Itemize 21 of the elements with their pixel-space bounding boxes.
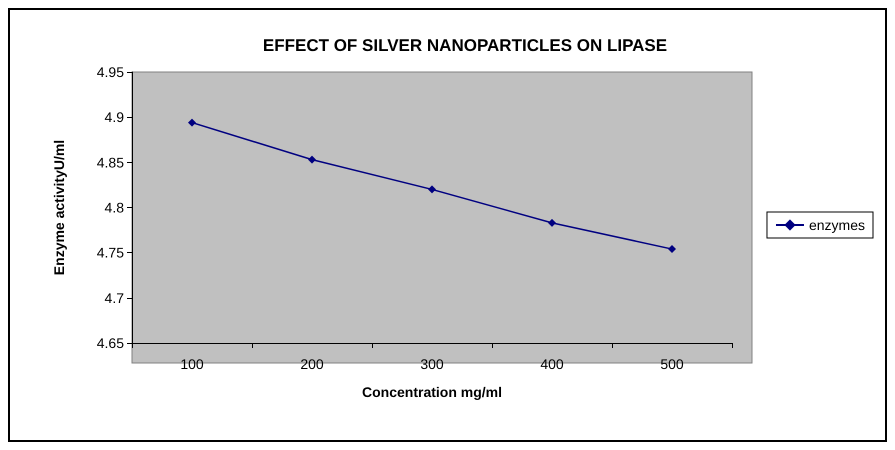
point bbox=[188, 118, 196, 127]
point bbox=[548, 218, 556, 227]
x-tick-label: 500 bbox=[660, 356, 684, 372]
y-tick-label: 4.95 bbox=[96, 64, 124, 80]
point bbox=[428, 185, 436, 194]
x-tick-label: 100 bbox=[180, 356, 204, 372]
y-tick-label: 4.65 bbox=[96, 335, 124, 351]
point bbox=[668, 245, 676, 254]
y-axis-title: Enzyme activityU/ml bbox=[51, 140, 67, 276]
x-tick-label: 300 bbox=[420, 356, 444, 372]
point bbox=[308, 156, 316, 164]
chart-title: EFFECT OF SILVER NANOPARTICLES ON LIPASE bbox=[262, 36, 668, 55]
x-axis-title: Concentration mg/ml bbox=[362, 384, 502, 400]
y-tick-label: 4.7 bbox=[104, 290, 124, 306]
legend-label: enzymes bbox=[808, 217, 866, 233]
x-tick-label: 200 bbox=[300, 356, 324, 372]
x-tick-label: 400 bbox=[540, 356, 564, 372]
y-tick-label: 4.75 bbox=[96, 244, 124, 261]
y-tick-label: 4.8 bbox=[104, 200, 124, 216]
y-tick-label: 4.85 bbox=[96, 154, 124, 170]
y-tick-label: 4.9 bbox=[104, 109, 124, 126]
